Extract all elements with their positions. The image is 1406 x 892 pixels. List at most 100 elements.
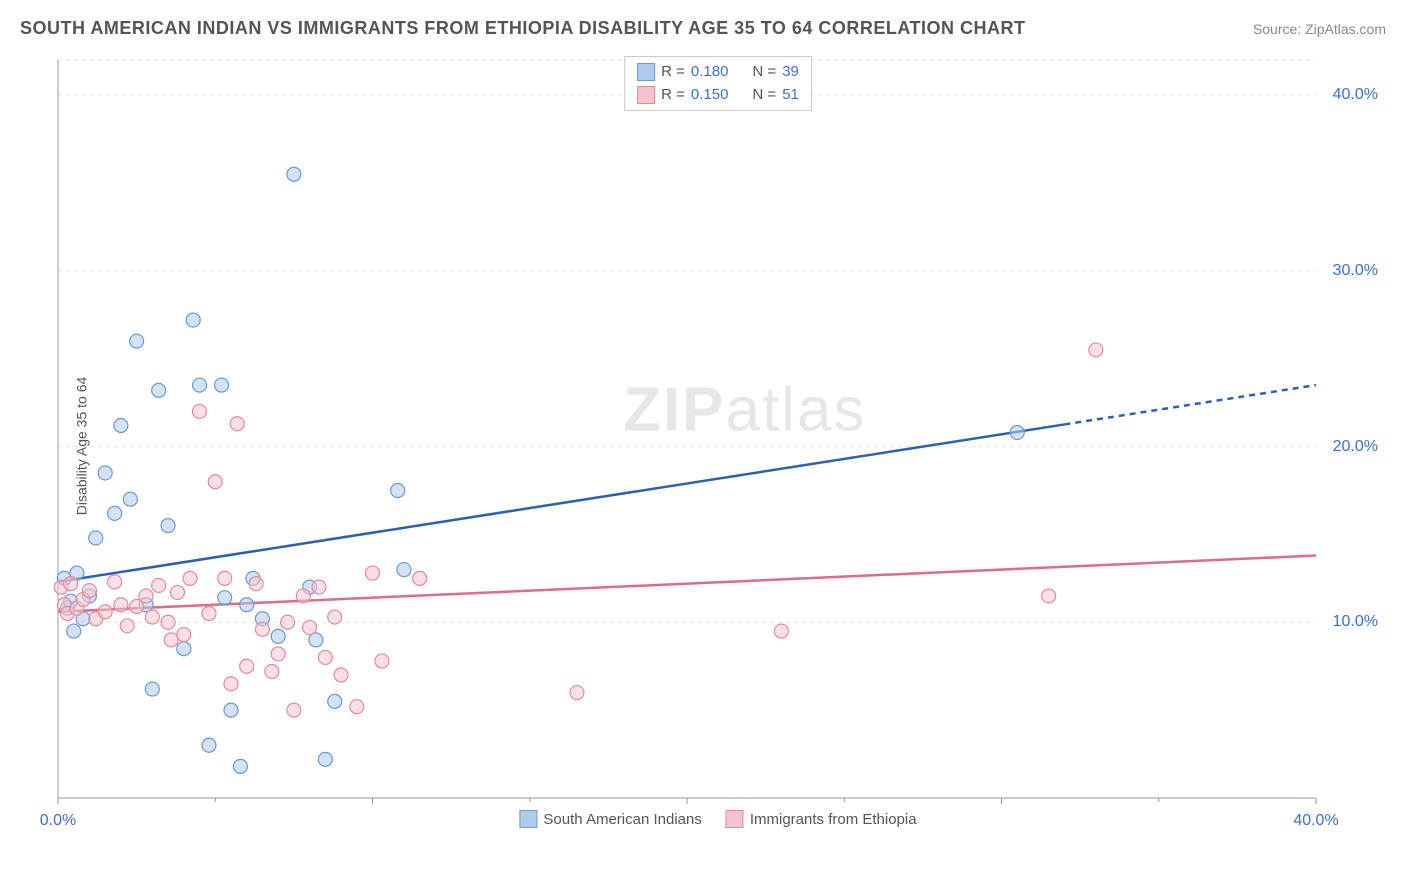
data-point (230, 417, 244, 431)
data-point (67, 624, 81, 638)
legend-swatch (637, 63, 655, 81)
data-point (303, 621, 317, 635)
legend-label: South American Indians (543, 811, 701, 828)
legend-row: R = 0.150 N = 51 (637, 84, 799, 107)
correlation-legend: R = 0.180 N = 39 R = 0.150 N = 51 (624, 56, 812, 111)
data-point (82, 584, 96, 598)
data-point (350, 700, 364, 714)
series-legend: South American Indians Immigrants from Et… (519, 810, 916, 828)
data-point (218, 591, 232, 605)
data-point (145, 682, 159, 696)
data-point (224, 677, 238, 691)
data-point (570, 686, 584, 700)
data-point (233, 759, 247, 773)
data-point (202, 607, 216, 621)
data-point (287, 167, 301, 181)
data-point (271, 629, 285, 643)
data-point (318, 752, 332, 766)
data-point (108, 506, 122, 520)
data-point (139, 589, 153, 603)
r-label: R = (661, 61, 685, 84)
data-point (397, 563, 411, 577)
data-point (240, 598, 254, 612)
y-tick-label: 10.0% (1333, 613, 1378, 631)
data-point (287, 703, 301, 717)
n-label: N = (752, 84, 776, 107)
data-point (240, 659, 254, 673)
legend-item: Immigrants from Ethiopia (726, 810, 917, 828)
data-point (281, 615, 295, 629)
data-point (328, 694, 342, 708)
n-label: N = (752, 61, 776, 84)
y-tick-label: 40.0% (1333, 86, 1378, 104)
data-point (774, 624, 788, 638)
data-point (334, 668, 348, 682)
data-point (114, 418, 128, 432)
chart-source: Source: ZipAtlas.com (1253, 21, 1386, 37)
data-point (145, 610, 159, 624)
legend-swatch (519, 810, 537, 828)
data-point (152, 578, 166, 592)
x-tick-label: 0.0% (40, 812, 76, 830)
data-point (177, 642, 191, 656)
data-point (186, 313, 200, 327)
legend-swatch (726, 810, 744, 828)
scatter-plot: ZIPatlas R = 0.180N = 39R = 0.150N = 51 … (50, 52, 1386, 830)
data-point (89, 531, 103, 545)
data-point (114, 598, 128, 612)
legend-item: South American Indians (519, 810, 701, 828)
data-point (366, 566, 380, 580)
data-point (161, 615, 175, 629)
n-value: 51 (782, 84, 799, 107)
data-point (391, 484, 405, 498)
data-point (152, 383, 166, 397)
data-point (161, 519, 175, 533)
data-point (215, 378, 229, 392)
chart-title: SOUTH AMERICAN INDIAN VS IMMIGRANTS FROM… (20, 18, 1026, 39)
data-point (193, 378, 207, 392)
chart-header: SOUTH AMERICAN INDIAN VS IMMIGRANTS FROM… (20, 18, 1386, 39)
data-point (193, 404, 207, 418)
data-point (171, 585, 185, 599)
trend-line (58, 424, 1064, 581)
data-point (123, 492, 137, 506)
y-tick-label: 30.0% (1333, 262, 1378, 280)
data-point (271, 647, 285, 661)
data-point (98, 466, 112, 480)
data-point (318, 650, 332, 664)
data-point (1010, 426, 1024, 440)
data-point (249, 577, 263, 591)
data-point (130, 334, 144, 348)
legend-label: Immigrants from Ethiopia (750, 811, 917, 828)
data-point (224, 703, 238, 717)
r-value: 0.180 (691, 61, 729, 84)
x-tick-label: 40.0% (1293, 812, 1338, 830)
data-point (255, 622, 269, 636)
data-point (108, 575, 122, 589)
data-point (177, 628, 191, 642)
legend-row: R = 0.180 N = 39 (637, 61, 799, 84)
data-point (413, 571, 427, 585)
data-point (64, 577, 78, 591)
data-point (98, 605, 112, 619)
data-point (296, 589, 310, 603)
data-point (265, 664, 279, 678)
data-point (218, 571, 232, 585)
data-point (164, 633, 178, 647)
r-value: 0.150 (691, 84, 729, 107)
data-point (1089, 343, 1103, 357)
trend-line-extrapolated (1064, 385, 1316, 424)
data-point (312, 580, 326, 594)
data-point (183, 571, 197, 585)
n-value: 39 (782, 61, 799, 84)
data-point (208, 475, 222, 489)
plot-svg (50, 52, 1386, 830)
data-point (202, 738, 216, 752)
y-tick-label: 20.0% (1333, 438, 1378, 456)
data-point (1042, 589, 1056, 603)
data-point (375, 654, 389, 668)
r-label: R = (661, 84, 685, 107)
legend-swatch (637, 86, 655, 104)
data-point (120, 619, 134, 633)
data-point (328, 610, 342, 624)
